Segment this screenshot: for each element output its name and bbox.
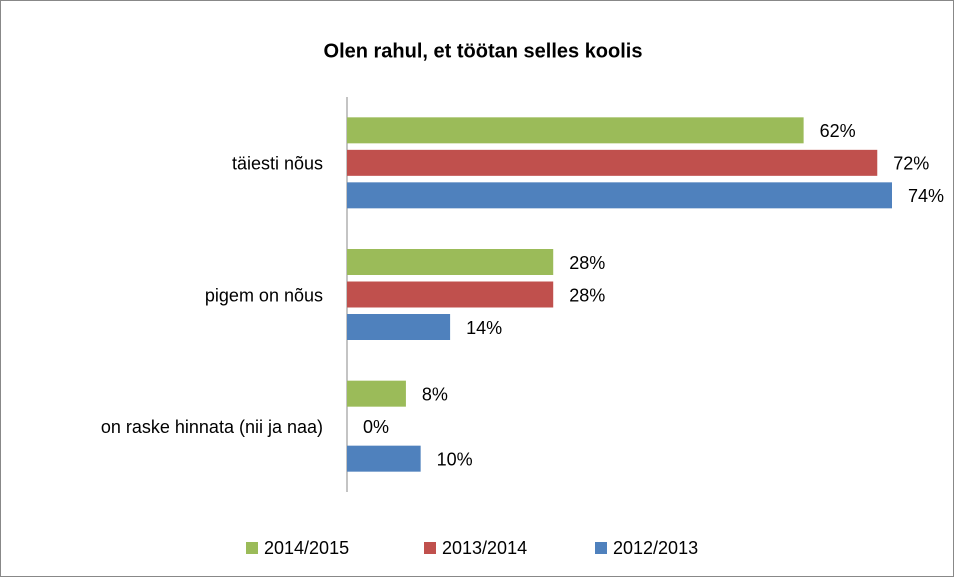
legend-label: 2014/2015: [264, 538, 349, 558]
legend-label: 2013/2014: [442, 538, 527, 558]
bar: [347, 445, 421, 472]
legend-swatch: [246, 542, 258, 554]
value-label: 74%: [908, 186, 944, 206]
bar: [347, 182, 892, 209]
bar: [347, 314, 451, 340]
value-label: 72%: [893, 154, 929, 174]
bar: [347, 281, 554, 308]
legend-swatch: [595, 542, 607, 554]
value-label: 28%: [569, 285, 605, 305]
value-label: 10%: [437, 449, 473, 469]
chart-title: Olen rahul, et töötan selles koolis: [324, 40, 643, 62]
category-label: pigem on nõus: [205, 285, 323, 305]
bar: [347, 149, 878, 176]
category-label: täiesti nõus: [232, 154, 323, 174]
bar: [347, 249, 554, 275]
value-label: 0%: [363, 417, 389, 437]
value-label: 62%: [820, 121, 856, 141]
legend-swatch: [424, 542, 436, 554]
bar: [347, 380, 406, 407]
category-label: on raske hinnata (nii ja naa): [101, 417, 323, 437]
bar: [347, 117, 804, 144]
value-label: 8%: [422, 384, 448, 404]
value-label: 28%: [569, 253, 605, 273]
value-label: 14%: [466, 318, 502, 338]
legend-label: 2012/2013: [613, 538, 698, 558]
